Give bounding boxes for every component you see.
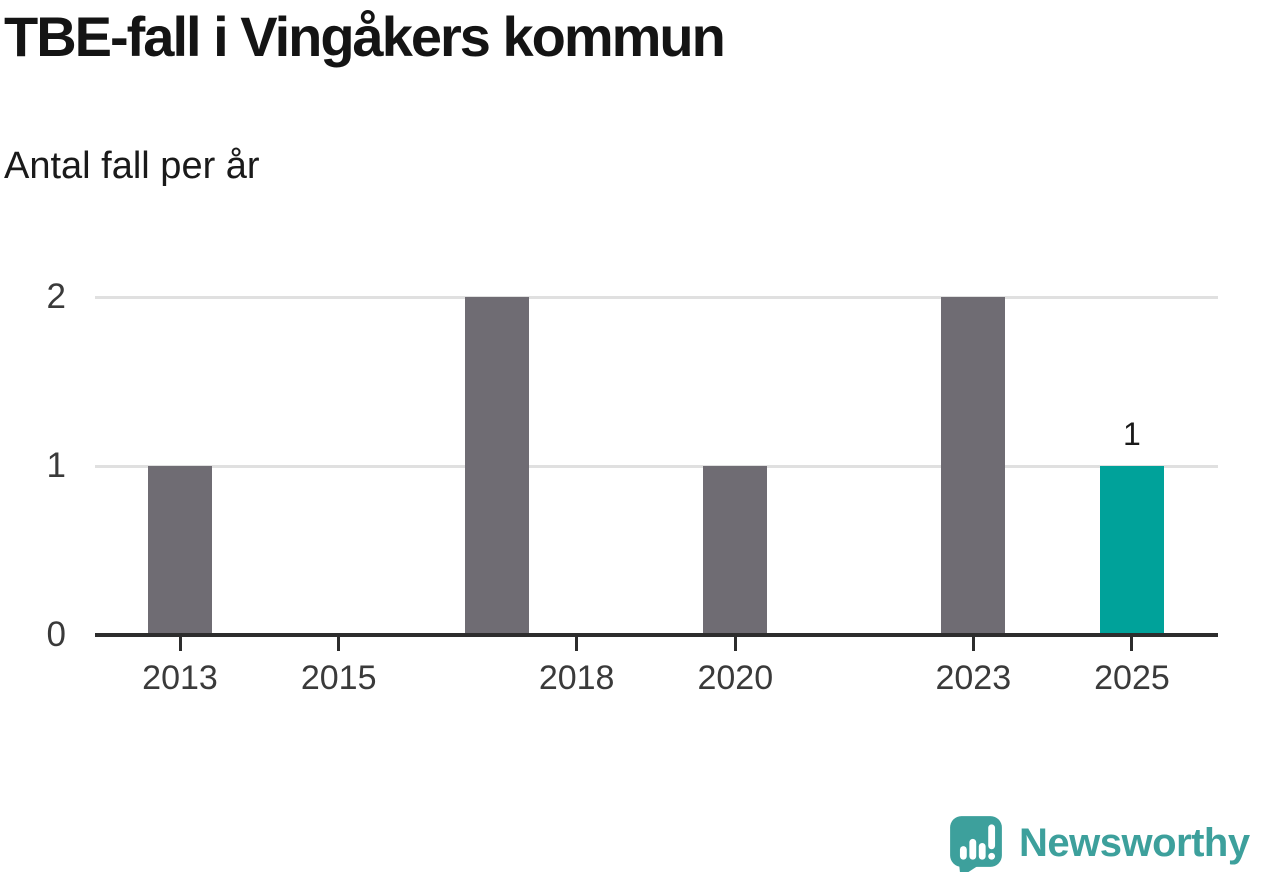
x-axis-tick-label: 2023 [935,659,1012,697]
brand-footer: Newsworthy [947,812,1262,874]
x-axis-tick-label: 2015 [300,659,377,697]
x-axis-tick-label: 2025 [1094,659,1170,697]
x-axis-tick-label: 2020 [697,659,774,697]
bar-2023 [941,297,1006,635]
bar-2025 [1099,466,1164,635]
x-axis-tick [1130,637,1134,651]
x-axis-tick [178,637,182,651]
x-axis-tick [971,637,975,651]
x-axis-line [95,633,1218,637]
chart-title: TBE-fall i Vingåkers kommun [4,5,726,68]
chart-subtitle: Antal fall per år [4,145,260,187]
x-axis-tick-label: 2013 [142,659,218,697]
x-axis-tick [575,637,579,651]
y-axis-tick-label: 2 [46,277,66,316]
gridline-y1 [95,464,1218,468]
y-axis-tick-label: 0 [46,615,66,654]
x-axis-tick [733,637,737,651]
bar-2013 [148,466,212,635]
x-axis-tick-label: 2018 [538,659,615,697]
bar-2020 [703,466,768,635]
brand-name: Newsworthy [1019,821,1250,865]
bar-2017 [465,297,530,635]
newsworthy-logo-icon [950,816,1002,872]
y-axis-tick-label: 1 [46,446,66,485]
bar-value-label: 1 [1123,416,1141,452]
x-axis-tick [337,637,341,651]
gridline-y2 [95,295,1218,299]
